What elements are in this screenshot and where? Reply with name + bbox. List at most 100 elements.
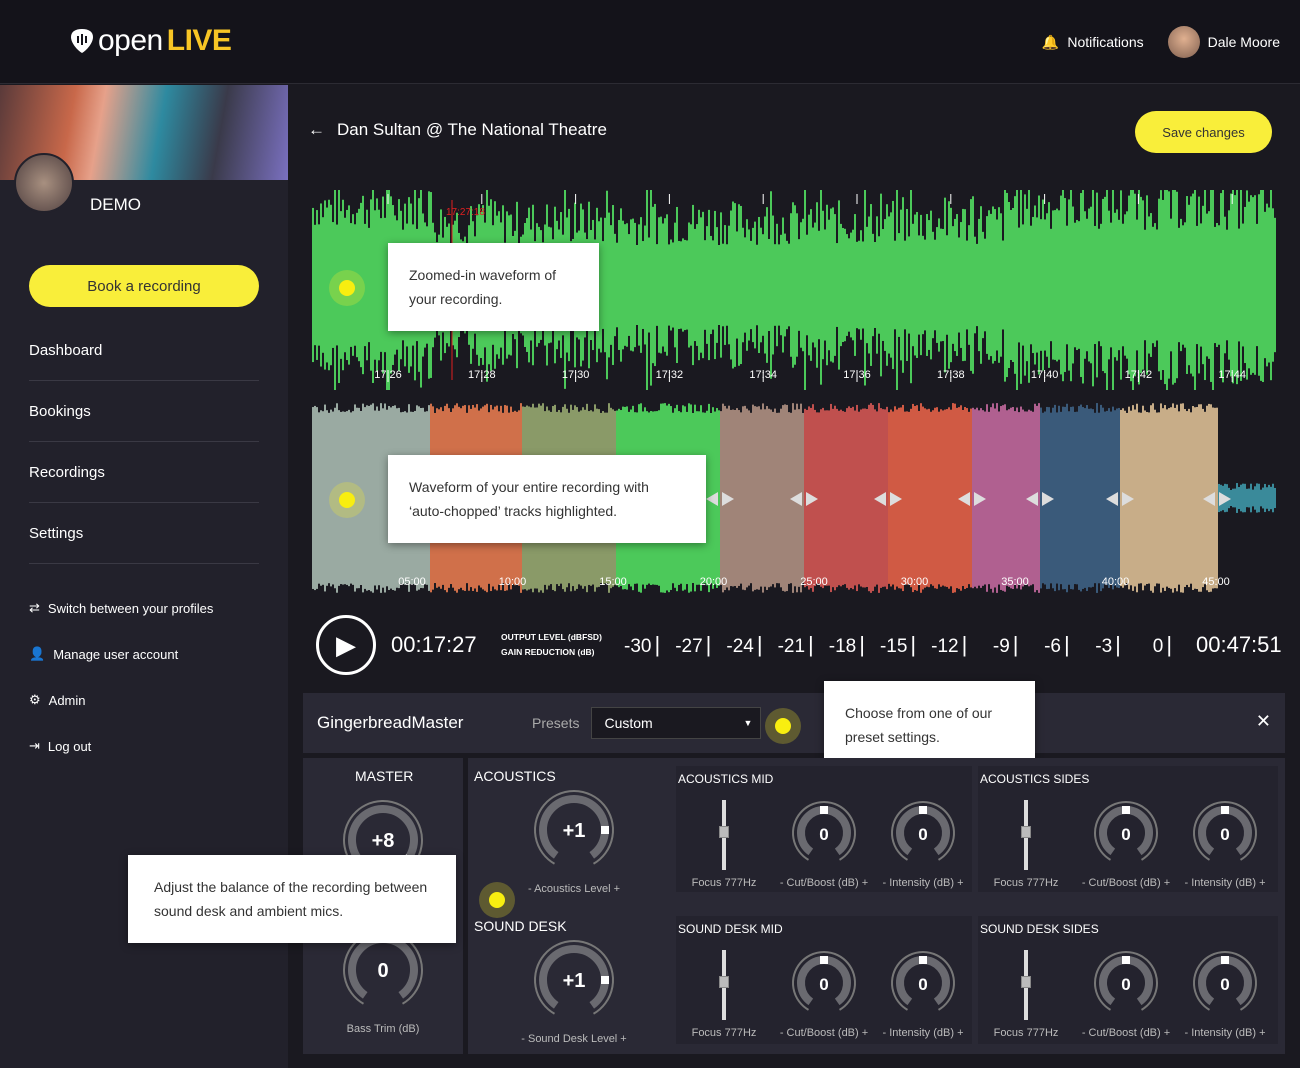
waveform-bar <box>1128 195 1130 375</box>
focus-slider[interactable] <box>719 950 729 1020</box>
track-waveform-bar <box>1154 409 1156 587</box>
time-tick-label: 05:00 <box>398 576 426 588</box>
track-handle-left[interactable] <box>706 492 718 506</box>
waveform-bar <box>732 201 734 369</box>
track-handle-left[interactable] <box>1203 492 1215 506</box>
track-handle-left[interactable] <box>874 492 886 506</box>
waveform-bar <box>700 217 702 353</box>
knob-outer-ring <box>792 801 856 861</box>
waveform-bar <box>1084 211 1086 359</box>
intensity-knob[interactable]: 0 <box>889 799 957 867</box>
waveform-bar <box>1218 225 1220 345</box>
acoustics-level-knob[interactable]: +1 <box>532 788 616 872</box>
intensity-knob[interactable]: 0 <box>1191 949 1259 1017</box>
sidebar-item-bookings[interactable]: Bookings <box>29 381 259 442</box>
track-waveform-bar <box>1194 407 1196 589</box>
sidebar-item-recordings[interactable]: Recordings <box>29 442 259 503</box>
intensity-knob[interactable]: 0 <box>889 949 957 1017</box>
track-waveform-bar <box>784 404 786 592</box>
cut-boost-knob[interactable]: 0 <box>790 799 858 867</box>
slider-handle[interactable] <box>719 826 729 838</box>
track-waveform-bar <box>386 409 388 587</box>
meter-tick: -18 <box>818 632 869 658</box>
sidebar-item-settings[interactable]: Settings <box>29 503 259 564</box>
waveform-bar <box>1124 214 1126 356</box>
track-handle-right[interactable] <box>1219 492 1231 506</box>
link-label: Admin <box>48 692 86 708</box>
hint-dot[interactable] <box>329 270 365 306</box>
track-waveform-bar <box>970 408 972 588</box>
track-handle-left[interactable] <box>790 492 802 506</box>
waveform-bar <box>942 228 944 342</box>
waveform-bar <box>922 235 924 335</box>
logout-link[interactable]: ⇥ Log out <box>29 723 213 769</box>
waveform-bar <box>1012 208 1014 362</box>
track-handle-right[interactable] <box>974 492 986 506</box>
track-handle-right[interactable] <box>890 492 902 506</box>
waveform-bar <box>372 190 374 383</box>
track-waveform-bar <box>934 407 936 589</box>
track-handle-right[interactable] <box>1122 492 1134 506</box>
waveform-bar <box>318 224 320 346</box>
manage-account-link[interactable]: 👤 Manage user account <box>29 631 213 677</box>
slider-handle[interactable] <box>1021 826 1031 838</box>
sound-desk-level-knob[interactable]: +1 <box>532 938 616 1022</box>
track-handle-left[interactable] <box>1026 492 1038 506</box>
waveform-bar <box>1174 190 1176 383</box>
track-handle-left[interactable] <box>958 492 970 506</box>
user-menu[interactable]: Dale Moore <box>1167 26 1280 58</box>
cut-boost-knob[interactable]: 0 <box>790 949 858 1017</box>
hint-dot[interactable] <box>765 708 801 744</box>
cut-boost-knob[interactable]: 0 <box>1092 799 1160 867</box>
profile-name: DEMO <box>90 195 141 214</box>
switch-profiles-link[interactable]: ⇄ Switch between your profiles <box>29 585 213 631</box>
track-waveform-bar <box>754 406 756 590</box>
time-tick-label: 17:44 <box>1218 369 1246 381</box>
intensity-knob[interactable]: 0 <box>1191 799 1259 867</box>
back-arrow-icon[interactable]: ← <box>308 120 325 139</box>
track-waveform-bar <box>1170 407 1172 589</box>
waveform-bar <box>708 209 710 361</box>
track-handle-right[interactable] <box>722 492 734 506</box>
waveform-bar <box>622 220 624 350</box>
sidebar-item-dashboard[interactable]: Dashboard <box>29 320 259 381</box>
track-waveform-bar <box>1238 487 1240 509</box>
waveform-bar <box>1070 190 1072 382</box>
track-handle-right[interactable] <box>1042 492 1054 506</box>
focus-slider[interactable] <box>1021 950 1031 1020</box>
admin-link[interactable]: ⚙ Admin <box>29 677 213 723</box>
track-waveform-bar <box>1150 405 1152 591</box>
track-waveform-bar <box>1198 404 1200 592</box>
track-waveform-bar <box>910 408 912 588</box>
hint-dot[interactable] <box>479 882 515 918</box>
slider-handle[interactable] <box>1021 976 1031 988</box>
hint-dot[interactable] <box>329 482 365 518</box>
waveform-bar <box>722 243 724 327</box>
waveform-bar <box>1190 196 1192 374</box>
track-waveform-bar <box>1006 410 1008 586</box>
focus-slider[interactable] <box>1021 800 1031 870</box>
waveform-bar <box>1180 218 1182 352</box>
presets-select[interactable]: Custom ▼ <box>591 707 762 739</box>
cut-boost-knob[interactable]: 0 <box>1092 949 1160 1017</box>
notifications-link[interactable]: 🔔 Notifications <box>1042 34 1144 51</box>
track-waveform-bar <box>354 404 356 592</box>
focus-slider[interactable] <box>719 800 729 870</box>
save-changes-button[interactable]: Save changes <box>1135 111 1272 153</box>
close-icon[interactable]: ✕ <box>1255 711 1271 731</box>
track-handle-left[interactable] <box>1106 492 1118 506</box>
play-button[interactable]: ▶ <box>316 615 376 675</box>
track-handle-right[interactable] <box>806 492 818 506</box>
track-waveform-bar <box>334 407 336 589</box>
slider-handle[interactable] <box>719 976 729 988</box>
knob-value: 0 <box>1121 825 1130 844</box>
waveform-bar <box>950 207 952 363</box>
track-waveform-bar <box>780 408 782 588</box>
waveform-bar <box>932 231 934 339</box>
track-waveform-bar <box>856 404 858 592</box>
waveform-bar <box>772 215 774 355</box>
book-recording-button[interactable]: Book a recording <box>29 265 259 307</box>
openlive-logo[interactable]: open LIVE <box>70 24 232 58</box>
track-waveform-bar <box>1242 483 1244 513</box>
waveform-bar <box>960 222 962 348</box>
